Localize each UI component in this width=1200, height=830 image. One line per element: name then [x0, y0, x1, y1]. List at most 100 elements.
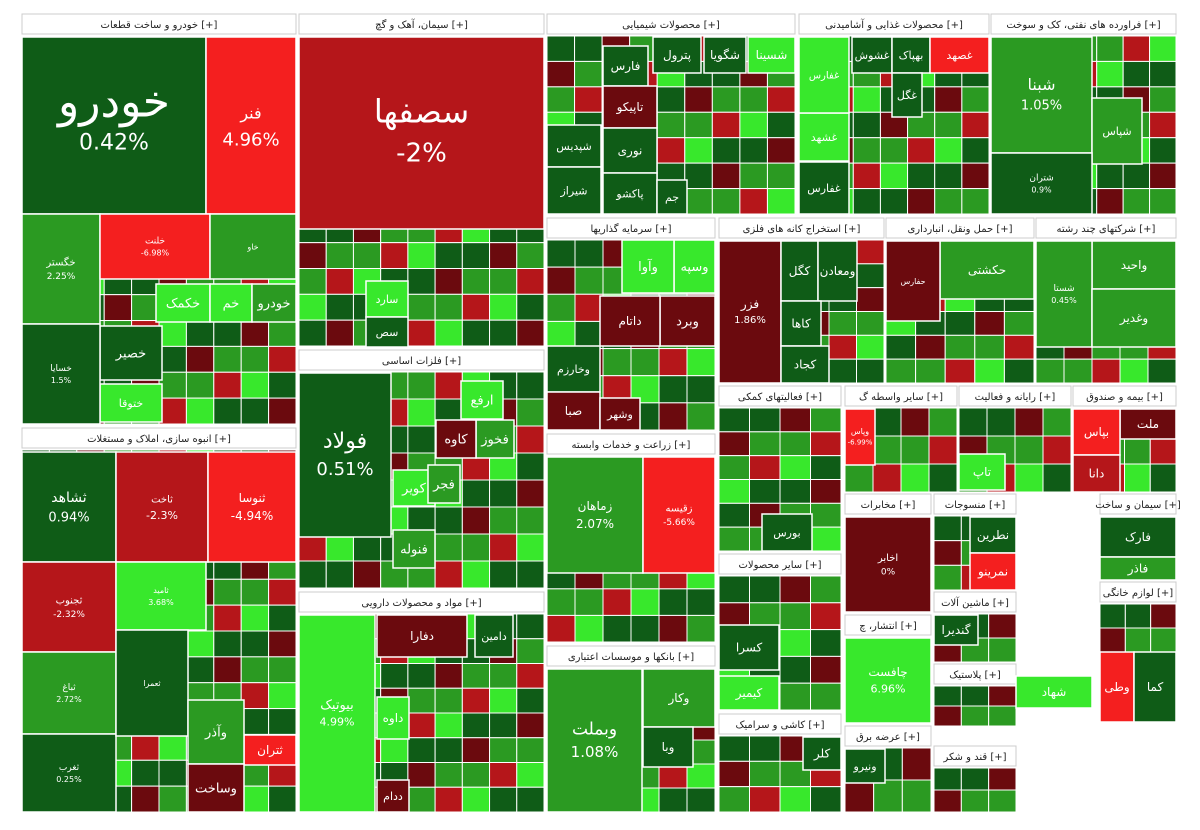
- small-stock-tile[interactable]: [810, 682, 842, 711]
- stock-tile[interactable]: [365, 280, 409, 318]
- small-stock-tile[interactable]: [574, 293, 604, 322]
- small-stock-tile[interactable]: [686, 375, 716, 404]
- sector-title-bar[interactable]: [844, 725, 932, 747]
- small-stock-tile[interactable]: [810, 786, 842, 813]
- small-stock-tile[interactable]: [933, 515, 962, 542]
- small-stock-tile[interactable]: [574, 35, 603, 62]
- small-stock-tile[interactable]: [988, 705, 1017, 727]
- small-stock-tile[interactable]: [711, 86, 741, 113]
- small-stock-tile[interactable]: [240, 708, 270, 735]
- small-stock-tile[interactable]: [546, 293, 576, 322]
- small-stock-tile[interactable]: [1149, 86, 1177, 113]
- sector-title-bar[interactable]: [933, 493, 1017, 515]
- small-stock-tile[interactable]: [630, 614, 660, 643]
- small-stock-tile[interactable]: [711, 137, 741, 164]
- small-stock-tile[interactable]: [810, 479, 842, 504]
- sector-title-bar[interactable]: [546, 645, 716, 667]
- small-stock-tile[interactable]: [461, 242, 491, 270]
- small-stock-tile[interactable]: [933, 685, 962, 707]
- small-stock-tile[interactable]: [872, 435, 902, 465]
- small-stock-tile[interactable]: [915, 358, 946, 384]
- small-stock-tile[interactable]: [1149, 188, 1177, 215]
- stock-tile[interactable]: [747, 36, 796, 74]
- small-stock-tile[interactable]: [961, 111, 990, 139]
- small-stock-tile[interactable]: [298, 293, 327, 321]
- small-stock-tile[interactable]: [434, 533, 463, 562]
- small-stock-tile[interactable]: [828, 334, 857, 360]
- small-stock-tile[interactable]: [810, 629, 842, 657]
- small-stock-tile[interactable]: [268, 371, 297, 399]
- stock-tile[interactable]: [1133, 651, 1177, 723]
- small-stock-tile[interactable]: [656, 86, 686, 113]
- small-stock-tile[interactable]: [516, 786, 545, 813]
- small-stock-tile[interactable]: [268, 708, 297, 735]
- stock-tile[interactable]: [546, 166, 602, 215]
- sector-title-bar[interactable]: [718, 553, 842, 575]
- small-stock-tile[interactable]: [602, 614, 632, 643]
- small-stock-tile[interactable]: [718, 575, 750, 604]
- small-stock-tile[interactable]: [213, 578, 242, 606]
- small-stock-tile[interactable]: [185, 630, 215, 658]
- small-stock-tile[interactable]: [974, 334, 1005, 360]
- small-stock-tile[interactable]: [574, 614, 604, 643]
- sector-title-bar[interactable]: [546, 433, 716, 455]
- small-stock-tile[interactable]: [944, 311, 976, 336]
- small-stock-tile[interactable]: [658, 763, 688, 789]
- small-stock-tile[interactable]: [1149, 35, 1177, 62]
- small-stock-tile[interactable]: [1096, 35, 1124, 62]
- small-stock-tile[interactable]: [944, 334, 976, 360]
- small-stock-tile[interactable]: [933, 564, 962, 591]
- small-stock-tile[interactable]: [934, 137, 963, 164]
- small-stock-tile[interactable]: [718, 407, 750, 433]
- small-stock-tile[interactable]: [185, 345, 215, 373]
- small-stock-tile[interactable]: [489, 319, 518, 347]
- stock-tile[interactable]: [621, 239, 675, 294]
- small-stock-tile[interactable]: [739, 188, 768, 215]
- stock-tile[interactable]: [851, 36, 893, 74]
- small-stock-tile[interactable]: [546, 35, 576, 62]
- small-stock-tile[interactable]: [779, 682, 811, 711]
- small-stock-tile[interactable]: [779, 455, 811, 480]
- small-stock-tile[interactable]: [749, 575, 781, 604]
- small-stock-tile[interactable]: [158, 733, 187, 761]
- small-stock-tile[interactable]: [934, 188, 963, 215]
- small-stock-tile[interactable]: [766, 86, 796, 113]
- small-stock-tile[interactable]: [686, 787, 716, 813]
- stock-tile[interactable]: [844, 516, 932, 613]
- small-stock-tile[interactable]: [749, 786, 781, 813]
- sector-title-bar[interactable]: [1072, 385, 1177, 407]
- small-stock-tile[interactable]: [974, 311, 1005, 336]
- sector-title-bar[interactable]: [933, 591, 1017, 613]
- small-stock-tile[interactable]: [684, 111, 713, 139]
- small-stock-tile[interactable]: [630, 588, 660, 616]
- small-stock-tile[interactable]: [872, 463, 902, 493]
- sector-title-bar[interactable]: [546, 217, 716, 239]
- small-stock-tile[interactable]: [810, 502, 842, 528]
- small-stock-tile[interactable]: [1003, 311, 1035, 336]
- small-stock-tile[interactable]: [461, 663, 491, 689]
- small-stock-tile[interactable]: [574, 239, 604, 268]
- stock-tile[interactable]: [642, 726, 694, 768]
- small-stock-tile[interactable]: [856, 263, 885, 289]
- small-stock-tile[interactable]: [434, 242, 463, 270]
- stock-tile[interactable]: [376, 614, 468, 658]
- stock-tile[interactable]: [933, 614, 979, 646]
- small-stock-tile[interactable]: [900, 463, 930, 493]
- small-stock-tile[interactable]: [915, 334, 946, 360]
- small-stock-tile[interactable]: [739, 86, 768, 113]
- small-stock-tile[interactable]: [933, 540, 962, 566]
- small-stock-tile[interactable]: [718, 502, 750, 528]
- small-stock-tile[interactable]: [779, 655, 811, 684]
- small-stock-tile[interactable]: [852, 188, 881, 215]
- small-stock-tile[interactable]: [461, 319, 491, 347]
- small-stock-tile[interactable]: [856, 239, 885, 265]
- small-stock-tile[interactable]: [879, 137, 909, 164]
- stock-tile[interactable]: [885, 240, 941, 322]
- small-stock-tile[interactable]: [185, 320, 215, 347]
- small-stock-tile[interactable]: [489, 479, 518, 508]
- small-stock-tile[interactable]: [960, 789, 990, 813]
- small-stock-tile[interactable]: [907, 162, 936, 190]
- small-stock-tile[interactable]: [434, 786, 463, 813]
- small-stock-tile[interactable]: [658, 375, 688, 404]
- small-stock-tile[interactable]: [810, 407, 842, 433]
